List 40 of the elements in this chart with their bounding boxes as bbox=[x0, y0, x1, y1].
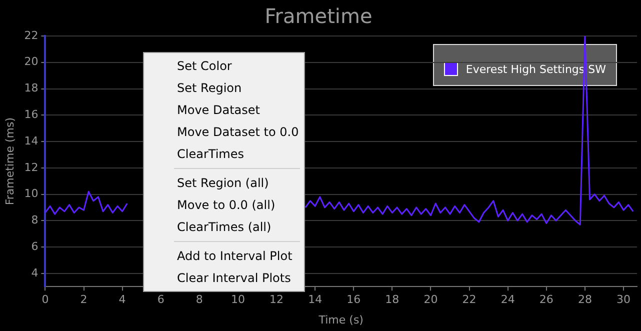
annotation: Add to Interval Plot bbox=[176, 248, 294, 265]
y-tick-label: 22 bbox=[24, 28, 38, 42]
y-tick-label: 14 bbox=[24, 134, 38, 148]
y-tick-label: 8 bbox=[31, 214, 38, 227]
x-tick-label: 10 bbox=[230, 293, 245, 306]
x-tick-label: 22 bbox=[462, 293, 476, 306]
y-tick-label: 18 bbox=[24, 82, 38, 95]
x-tick-label: 2 bbox=[80, 293, 88, 306]
x-tick-label: 8 bbox=[196, 293, 203, 306]
x-tick-label: 16 bbox=[346, 293, 361, 306]
x-tick-label: 20 bbox=[424, 293, 438, 306]
annotation: Move to 0.0 (all) bbox=[176, 197, 276, 214]
y-tick-label: 6 bbox=[31, 240, 38, 253]
annotation: Clear Interval Plots bbox=[176, 270, 292, 287]
annotation: Set Region (all) bbox=[176, 175, 270, 192]
x-axis-title: Time (s) bbox=[318, 313, 364, 326]
chart-title: Frametime bbox=[264, 4, 372, 28]
y-axis-title: Frametime (ms) bbox=[3, 117, 16, 206]
y-tick-label: 20 bbox=[24, 55, 38, 68]
y-tick-label: 4 bbox=[31, 266, 38, 280]
annotation: Move Dataset bbox=[176, 102, 261, 119]
annotation: ClearTimes (all) bbox=[176, 219, 272, 236]
x-tick-label: 0 bbox=[42, 293, 49, 306]
annotation: Set Color bbox=[176, 58, 233, 75]
y-tick-label: 10 bbox=[24, 187, 38, 200]
x-tick-label: 18 bbox=[385, 293, 400, 306]
legend-label: Everest High Settings SW bbox=[466, 62, 606, 76]
x-tick-label: 30 bbox=[616, 293, 631, 306]
x-tick-label: 24 bbox=[500, 293, 515, 306]
annotation: ClearTimes bbox=[176, 146, 246, 163]
x-tick-label: 4 bbox=[118, 293, 126, 306]
x-tick-label: 28 bbox=[578, 293, 592, 306]
annotation: Set Region bbox=[176, 80, 243, 97]
annotation: Move Dataset to 0.0 bbox=[176, 124, 300, 141]
x-tick-label: 12 bbox=[270, 293, 284, 306]
y-tick-label: 16 bbox=[24, 108, 38, 121]
x-tick-label: 14 bbox=[308, 293, 322, 306]
x-tick-label: 6 bbox=[157, 293, 164, 306]
y-tick-label: 12 bbox=[24, 160, 38, 174]
x-tick-label: 26 bbox=[539, 293, 554, 306]
